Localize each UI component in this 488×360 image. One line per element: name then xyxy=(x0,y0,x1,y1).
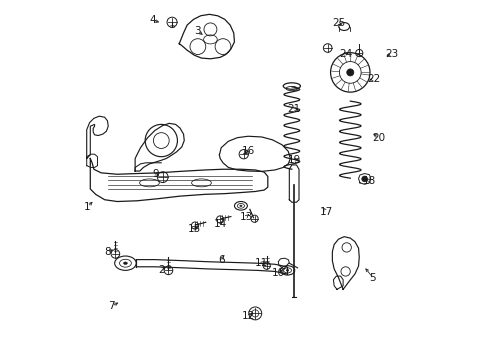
Text: 2: 2 xyxy=(158,265,164,275)
Text: 14: 14 xyxy=(213,219,226,229)
Text: 15: 15 xyxy=(187,225,201,234)
Text: 6: 6 xyxy=(218,255,224,265)
Text: 4: 4 xyxy=(149,15,156,26)
Text: 11: 11 xyxy=(255,258,268,268)
Polygon shape xyxy=(332,237,359,289)
Polygon shape xyxy=(219,136,290,171)
Text: 12: 12 xyxy=(242,311,255,321)
Text: 21: 21 xyxy=(287,104,300,114)
Text: 7: 7 xyxy=(108,301,115,311)
Text: 17: 17 xyxy=(319,207,332,217)
Polygon shape xyxy=(333,276,343,289)
Text: 16: 16 xyxy=(242,145,255,156)
Ellipse shape xyxy=(123,262,127,265)
Polygon shape xyxy=(86,154,97,167)
Text: 13: 13 xyxy=(239,212,252,221)
Polygon shape xyxy=(90,158,267,202)
Text: 3: 3 xyxy=(194,26,201,36)
Text: 8: 8 xyxy=(104,247,111,257)
Text: 19: 19 xyxy=(287,155,300,165)
Circle shape xyxy=(346,69,353,76)
Polygon shape xyxy=(135,123,184,171)
Circle shape xyxy=(361,176,367,182)
Text: 5: 5 xyxy=(369,273,375,283)
Text: 22: 22 xyxy=(367,74,380,84)
Text: 24: 24 xyxy=(338,49,351,59)
Text: 10: 10 xyxy=(271,268,285,278)
Text: 23: 23 xyxy=(385,49,398,59)
Text: 25: 25 xyxy=(331,18,345,28)
Text: 18: 18 xyxy=(362,176,375,186)
Ellipse shape xyxy=(239,205,242,207)
Text: 20: 20 xyxy=(372,133,385,143)
Ellipse shape xyxy=(285,270,288,271)
Polygon shape xyxy=(278,258,289,269)
Text: 9: 9 xyxy=(152,168,159,179)
Text: 1: 1 xyxy=(84,202,91,212)
Polygon shape xyxy=(358,174,370,184)
Polygon shape xyxy=(179,14,234,59)
Polygon shape xyxy=(289,165,298,202)
Polygon shape xyxy=(86,116,108,158)
